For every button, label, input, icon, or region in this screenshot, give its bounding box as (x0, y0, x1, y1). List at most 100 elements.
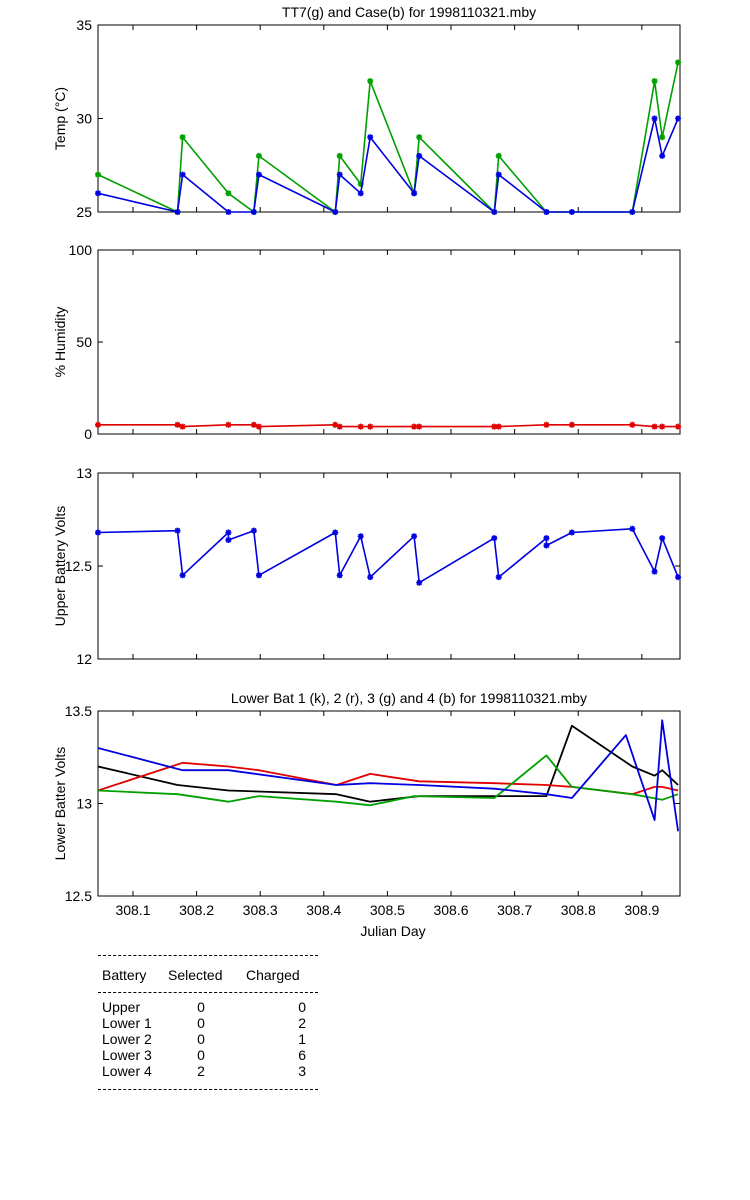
y-tick-label: 100 (69, 242, 93, 258)
data-point (255, 152, 262, 159)
data-point (95, 529, 101, 536)
data-point (367, 423, 374, 430)
data-point (95, 171, 101, 178)
data-point (174, 421, 181, 428)
y-axis-label: % Humidity (52, 307, 68, 378)
data-point (416, 579, 423, 586)
data-point (179, 572, 186, 579)
x-tick-label: 308.6 (433, 902, 468, 918)
y-tick-label: 13.5 (65, 703, 92, 719)
data-point (357, 190, 364, 197)
plot-area-3 (97, 472, 681, 660)
data-point (95, 190, 101, 197)
data-point (367, 78, 374, 85)
data-point (659, 423, 666, 430)
data-point (174, 209, 181, 215)
series-line-2 (97, 761, 679, 796)
row-selected: 2 (197, 1063, 205, 1079)
data-point (543, 421, 550, 428)
data-point (336, 572, 343, 579)
data-point (491, 209, 498, 215)
data-point (332, 529, 339, 536)
plot-area-2 (97, 249, 681, 435)
data-point (179, 171, 186, 178)
data-point (543, 535, 550, 542)
data-point (225, 421, 232, 428)
table-divider-top (98, 955, 318, 956)
y-axis-label: Lower Batter Volts (52, 747, 68, 861)
data-point (659, 134, 666, 141)
x-axis-label: Julian Day (360, 923, 425, 939)
data-point (332, 421, 339, 428)
data-point (651, 115, 658, 122)
data-point (495, 152, 502, 159)
table-row: Lower 4 2 3 (98, 1063, 318, 1079)
x-tick-label: 308.2 (179, 902, 214, 918)
table-row: Lower 1 0 2 (98, 1015, 318, 1031)
y-axis-label: Temp (°C) (52, 87, 68, 150)
data-point (225, 529, 232, 536)
data-point (675, 574, 682, 581)
data-point (651, 78, 658, 85)
data-point (491, 535, 498, 542)
figure: 25 30 35 TT7(g) and Case(b) for 1998110321.… (52, 4, 682, 939)
data-point (411, 533, 418, 540)
data-point (495, 574, 502, 581)
data-point (174, 527, 181, 534)
row-selected: 0 (197, 1015, 205, 1031)
row-battery: Lower 4 (102, 1063, 152, 1079)
y-tick-label: 25 (76, 204, 92, 220)
series-line-1 (97, 527, 679, 584)
data-point (629, 525, 636, 532)
series-line-3 (97, 754, 679, 807)
table-row: Upper 0 0 (98, 999, 318, 1015)
x-tick-label: 308.7 (497, 902, 532, 918)
table-row: Lower 3 0 6 (98, 1047, 318, 1063)
data-point (675, 59, 682, 66)
data-point (411, 423, 418, 430)
row-selected: 0 (197, 999, 205, 1015)
table-row: Lower 2 0 1 (98, 1031, 318, 1047)
row-charged: 1 (298, 1031, 306, 1047)
header-battery: Battery (102, 967, 147, 983)
data-point (332, 209, 339, 215)
data-point (357, 423, 364, 430)
y-tick-label: 13 (76, 796, 92, 812)
table-divider-bottom (98, 1089, 318, 1090)
data-point (367, 574, 374, 581)
data-point (495, 171, 502, 178)
data-point (250, 209, 257, 215)
y-tick-label: 12.5 (65, 888, 92, 904)
y-tick-label: 12.5 (65, 558, 92, 574)
data-point (225, 536, 232, 543)
data-point (543, 542, 550, 549)
data-point (255, 171, 262, 178)
data-point (225, 209, 232, 215)
data-point (336, 171, 343, 178)
data-point (250, 527, 257, 534)
y-tick-label: 0 (84, 426, 92, 442)
data-point (179, 134, 186, 141)
chart-title: TT7(g) and Case(b) for 1998110321.mby (282, 4, 536, 20)
x-tick-label: 308.1 (115, 902, 150, 918)
x-tick-label: 308.4 (306, 902, 341, 918)
data-point (357, 180, 364, 187)
data-point (659, 152, 666, 159)
data-point (367, 134, 374, 141)
data-point (250, 421, 257, 428)
series-line-2 (97, 117, 679, 213)
x-tick-label: 308.8 (561, 902, 596, 918)
table-divider-middle (98, 992, 318, 993)
row-battery: Lower 2 (102, 1031, 152, 1047)
row-charged: 3 (298, 1063, 306, 1079)
table-header-row: Battery Selected Charged (98, 964, 318, 986)
data-point (255, 572, 262, 579)
row-selected: 0 (197, 1047, 205, 1063)
data-point (255, 423, 262, 430)
battery-table: Battery Selected Charged Upper 0 0 Lower… (98, 955, 318, 1090)
row-charged: 6 (298, 1047, 306, 1063)
data-point (416, 152, 423, 159)
x-tick-label: 308.5 (370, 902, 405, 918)
data-point (357, 533, 364, 540)
data-point (495, 423, 502, 430)
